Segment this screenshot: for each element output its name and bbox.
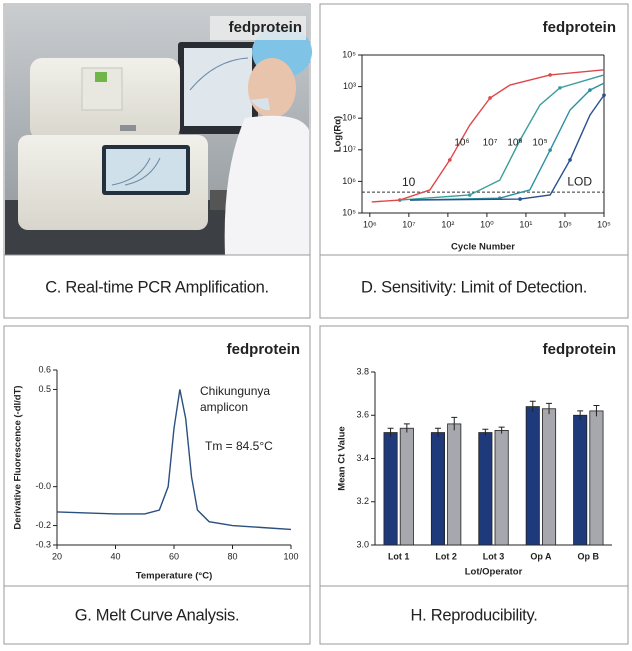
y-tick-label: 3.4	[356, 453, 369, 463]
y-tick-label: 10⁷	[343, 144, 356, 154]
bar	[573, 414, 588, 546]
x-axis-label: Lot/Operator	[465, 567, 523, 578]
bar	[494, 429, 509, 546]
curve-point	[488, 96, 492, 100]
error-bar	[482, 428, 489, 436]
series-label: 10⁶	[507, 138, 522, 149]
annotation: Tm = 84.5°C	[205, 439, 273, 453]
curve-point	[518, 138, 522, 142]
x-tick-label: 10¹	[519, 219, 532, 229]
x-tick-label: 10⁵	[597, 219, 611, 229]
caption: C. Real-time PCR Amplification.	[45, 278, 269, 296]
y-tick-label: 0.6	[38, 364, 51, 374]
x-tick-label: 20	[52, 551, 62, 561]
x-tick-label: 100	[283, 551, 298, 561]
brand-backdrop	[210, 16, 306, 40]
x-tick-label: 10²	[441, 219, 454, 229]
curve-point	[568, 158, 572, 162]
x-tick-label: 80	[227, 551, 237, 561]
series-label: 10⁵	[532, 138, 547, 149]
bar	[430, 432, 446, 546]
bar	[447, 423, 462, 546]
brand: fedprotein	[543, 341, 616, 358]
x-tick-label: 10⁶	[363, 219, 377, 229]
bar	[399, 427, 414, 546]
x-tick-label: 10⁷	[402, 219, 415, 229]
annotation: Chikungunya	[200, 384, 270, 398]
series-label: 10⁷	[483, 138, 498, 149]
y-tick-label: 10³	[343, 81, 356, 91]
curve-point	[588, 88, 592, 92]
panel-frame	[319, 3, 629, 319]
error-bar	[498, 426, 505, 434]
panel-frame	[3, 325, 311, 645]
y-tick-label: -0.2	[35, 520, 51, 530]
error-bar	[387, 427, 394, 437]
x-axis-label: Cycle Number	[451, 242, 515, 253]
y-tick-label: 3.8	[356, 366, 369, 376]
caption: H. Reproducibility.	[411, 606, 538, 624]
y-tick-label: 10⁶	[342, 176, 356, 186]
x-tick-label: 40	[110, 551, 120, 561]
curve	[56, 389, 292, 531]
lod-label: LOD	[567, 174, 592, 188]
curve-point	[548, 148, 552, 152]
curve-point	[518, 197, 522, 201]
error-bar	[403, 423, 410, 433]
caption: D. Sensitivity: Limit of Detection.	[361, 278, 587, 296]
y-tick-label: 10⁵	[342, 49, 356, 59]
error-bar	[577, 410, 584, 420]
curve-point	[548, 73, 552, 77]
error-bar	[434, 427, 441, 437]
brand: fedprotein	[229, 19, 302, 36]
y-axis-label: Mean Ct Value	[337, 426, 348, 490]
y-tick-label: 10⁸	[342, 113, 356, 123]
y-tick-label: 10⁵	[342, 207, 356, 217]
error-bar	[593, 405, 600, 417]
error-bar	[529, 400, 536, 413]
y-tick-label: 3.0	[356, 539, 369, 549]
y-tick-label: 3.6	[356, 410, 369, 420]
curve-point	[467, 193, 472, 197]
y-tick-label: -0.0	[35, 481, 51, 491]
brand: fedprotein	[543, 19, 616, 36]
photo	[5, 5, 312, 255]
y-axis-label: Derivative Fluorescence (-dI/dT)	[13, 385, 24, 529]
bar	[542, 408, 557, 546]
annotation: amplicon	[200, 400, 248, 414]
curve-point	[448, 158, 452, 162]
series-label: 10⁶	[454, 138, 469, 149]
curve	[371, 69, 605, 203]
brand: fedprotein	[227, 341, 300, 358]
bar	[383, 432, 398, 546]
curve-point	[558, 86, 562, 90]
bar	[589, 410, 604, 546]
x-axis-label: Temperature (°C)	[136, 571, 212, 582]
x-tick-label: 10⁰	[480, 219, 494, 229]
annotation: 10	[402, 175, 416, 189]
bar	[525, 406, 540, 546]
error-bar	[451, 416, 458, 431]
x-tick-label: Lot 2	[435, 551, 457, 561]
error-bar	[546, 402, 553, 415]
y-tick-label: 0.5	[38, 384, 51, 394]
y-axis-label: Log(Rα)	[333, 116, 344, 152]
x-tick-label: 10⁵	[558, 219, 572, 229]
curve	[410, 94, 605, 201]
y-tick-label: -0.3	[35, 539, 51, 549]
y-tick-label: 3.2	[356, 496, 369, 506]
x-tick-label: Lot 1	[388, 551, 410, 561]
curve-point	[602, 93, 606, 97]
x-tick-label: 60	[169, 551, 179, 561]
x-tick-label: Lot 3	[483, 551, 505, 561]
caption: G. Melt Curve Analysis.	[75, 606, 240, 624]
x-tick-label: Op B	[578, 551, 600, 561]
x-tick-label: Op A	[530, 551, 552, 561]
bar	[478, 432, 493, 546]
